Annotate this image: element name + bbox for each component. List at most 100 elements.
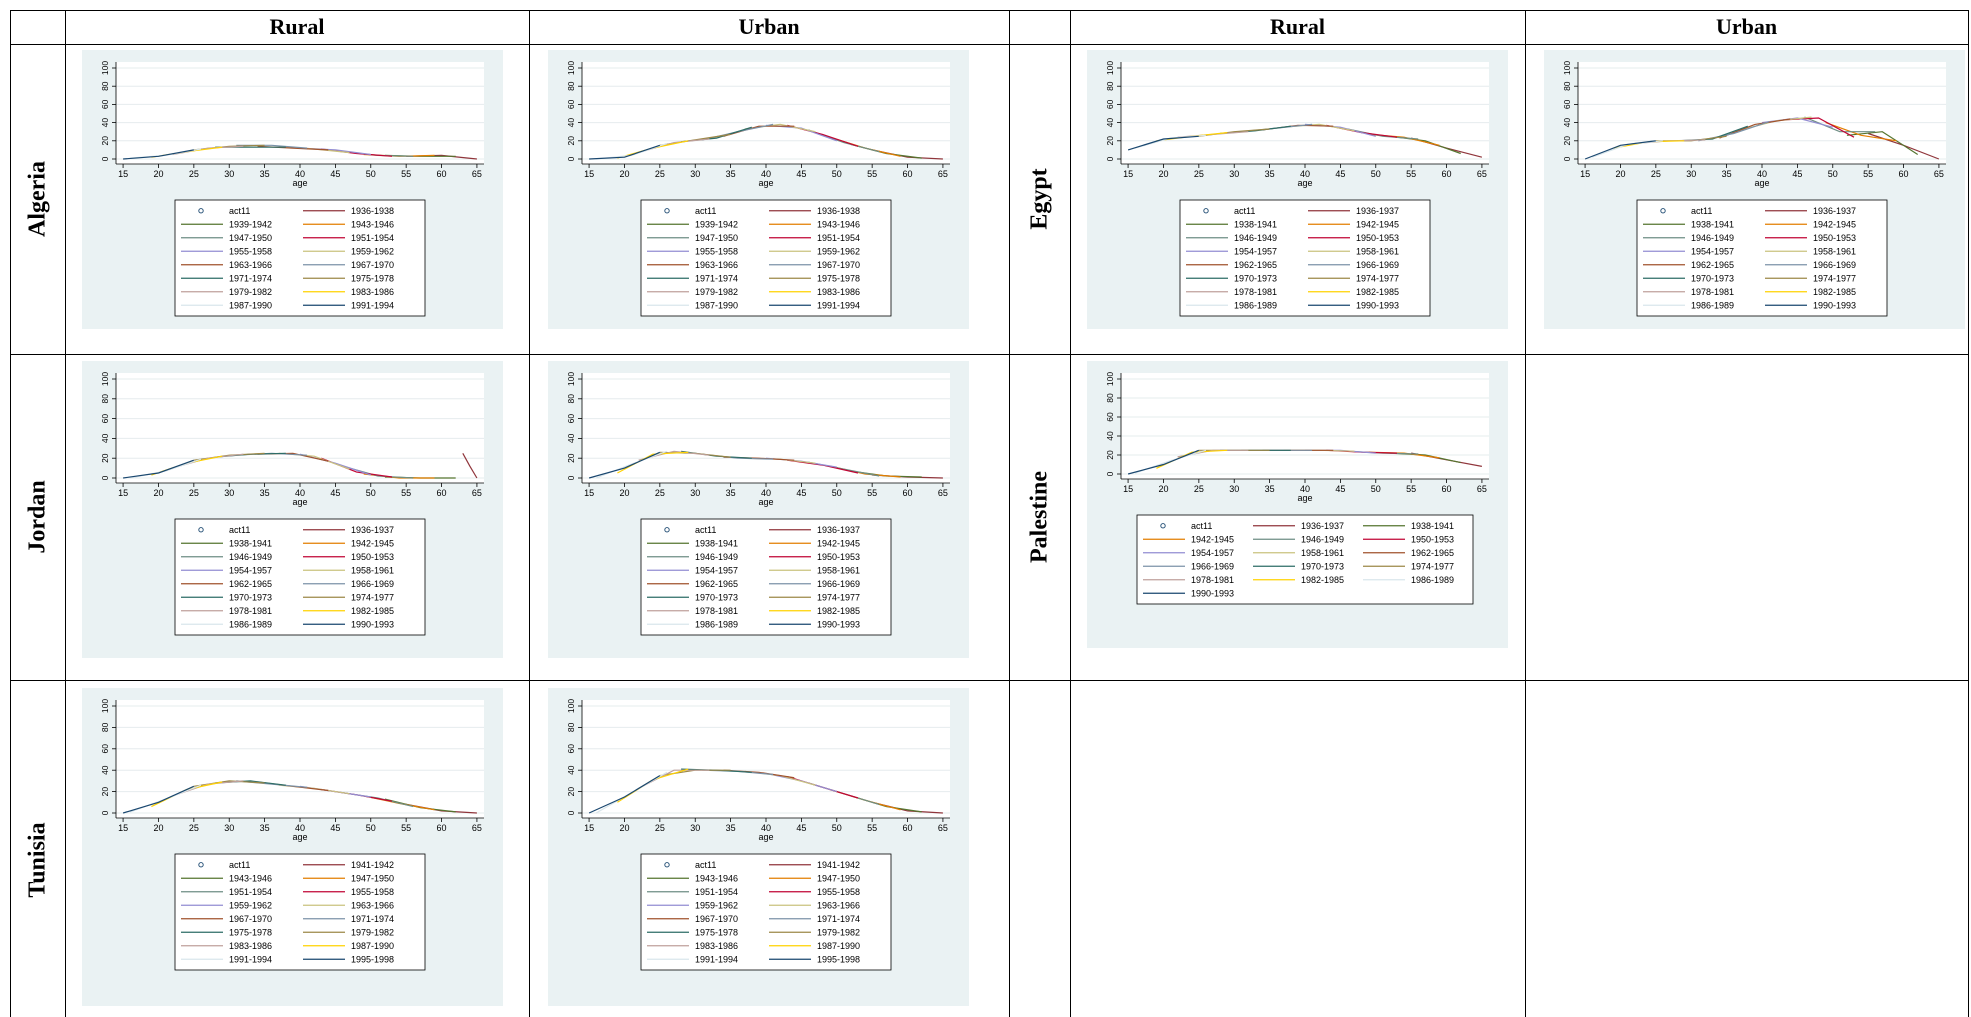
legend-label: 1950-1953 [1813, 233, 1856, 243]
series-line [588, 775, 661, 814]
x-tick-label: 50 [366, 169, 376, 179]
y-tick-label: 100 [1105, 372, 1115, 386]
legend-label: act11 [229, 525, 250, 535]
x-axis-title: age [1754, 178, 1769, 188]
legend-label: 1936-1937 [817, 525, 860, 535]
series-line [589, 144, 660, 160]
chart: 0 20 40 60 80 100 15 20 25 30 35 40 45 50 55 60 65 age act… [82, 688, 503, 1006]
x-axis-title: age [1297, 493, 1312, 503]
legend-box [640, 518, 892, 636]
x-tick-label: 60 [437, 488, 447, 498]
x-tick-label: 25 [189, 823, 199, 833]
legend-label: 1975-1978 [351, 273, 394, 283]
x-tick-label: 45 [1792, 169, 1802, 179]
series-line [588, 451, 661, 479]
legend-label: 1942-1945 [1813, 219, 1856, 229]
row-label: Palestine [1026, 471, 1053, 563]
plot-area [116, 700, 484, 818]
legend-label: 1942-1945 [817, 538, 860, 548]
legend-label: act11 [1234, 206, 1255, 216]
legend-label: act11 [229, 860, 250, 870]
series-line [1127, 449, 1200, 475]
legend-label: 1982-1985 [1813, 287, 1856, 297]
legend-label: 1995-1998 [351, 954, 394, 964]
chart: 0 20 40 60 80 100 15 20 25 30 35 40 45 50 55 60 65 age act… [82, 361, 503, 658]
x-tick-label: 40 [761, 488, 771, 498]
x-axis-title: age [292, 178, 307, 188]
x-tick-label: 20 [1158, 169, 1168, 179]
legend-label: 1966-1969 [351, 579, 394, 589]
row-label: Algeria [24, 161, 51, 237]
x-tick-label: 35 [1265, 169, 1275, 179]
x-tick-label: 20 [1158, 484, 1168, 494]
legend-label: 1941-1942 [817, 860, 860, 870]
y-tick-label: 40 [100, 118, 110, 128]
legend-label: 1978-1981 [1234, 287, 1277, 297]
legend-label: 1962-1965 [1234, 260, 1277, 270]
x-tick-label: 60 [903, 823, 913, 833]
x-tick-label: 25 [1194, 484, 1204, 494]
x-tick-label: 25 [189, 169, 199, 179]
legend-label: 1958-1961 [1301, 548, 1344, 558]
legend-label: 1975-1978 [817, 273, 860, 283]
series-line [595, 450, 668, 479]
legend-box [174, 853, 426, 971]
x-tick-label: 35 [1722, 169, 1732, 179]
legend-label: 1986-1989 [1411, 575, 1454, 585]
legend-label: 1962-1965 [695, 579, 738, 589]
legend-label: 1955-1958 [229, 246, 272, 256]
legend-label: 1942-1945 [1356, 219, 1399, 229]
legend-marker [198, 208, 204, 214]
table-border [65, 10, 66, 1017]
x-axis-title: age [758, 832, 773, 842]
legend-box [1136, 514, 1474, 605]
legend-label: 1936-1937 [1813, 206, 1856, 216]
legend-box [1179, 199, 1431, 317]
legend-marker [1660, 208, 1666, 214]
table-border [10, 10, 11, 1017]
y-tick-label: 100 [566, 699, 576, 713]
legend-label: 1958-1961 [817, 565, 860, 575]
legend-label: act11 [695, 525, 716, 535]
legend-label: 1955-1958 [351, 887, 394, 897]
legend-label: 1979-1982 [351, 927, 394, 937]
x-tick-label: 30 [1686, 169, 1696, 179]
y-tick-label: 20 [566, 453, 576, 463]
y-tick-label: 80 [1105, 393, 1115, 403]
y-tick-label: 100 [100, 61, 110, 75]
x-tick-label: 60 [1442, 169, 1452, 179]
legend-label: 1990-1993 [1191, 588, 1234, 598]
plot-area [582, 62, 950, 164]
series-line [462, 453, 478, 479]
x-tick-label: 50 [1371, 169, 1381, 179]
series-line [723, 125, 795, 137]
y-tick-label: 60 [566, 99, 576, 109]
y-tick-label: 0 [1105, 156, 1115, 161]
x-tick-label: 35 [726, 488, 736, 498]
y-tick-label: 80 [100, 81, 110, 91]
x-axis-title: age [292, 497, 307, 507]
x-tick-label: 20 [153, 823, 163, 833]
legend-label: 1950-1953 [351, 552, 394, 562]
y-tick-label: 80 [100, 722, 110, 732]
legend-label: 1946-1949 [695, 552, 738, 562]
legend-label: 1986-1989 [1234, 300, 1277, 310]
x-tick-label: 20 [1615, 169, 1625, 179]
legend-label: 1991-1994 [229, 954, 272, 964]
column-header: Rural [269, 14, 325, 39]
x-tick-label: 40 [1300, 484, 1310, 494]
legend-marker [198, 527, 204, 533]
table-border [1070, 10, 1071, 1017]
legend-label: 1990-1993 [1356, 300, 1399, 310]
x-tick-label: 65 [472, 823, 482, 833]
x-tick-label: 55 [1406, 169, 1416, 179]
x-tick-label: 20 [619, 823, 629, 833]
x-axis-title: age [292, 832, 307, 842]
legend-label: 1986-1989 [229, 619, 272, 629]
x-tick-label: 60 [437, 823, 447, 833]
legend-label: 1982-1985 [351, 606, 394, 616]
x-tick-label: 65 [472, 169, 482, 179]
x-tick-label: 65 [938, 823, 948, 833]
legend-label: 1971-1974 [229, 273, 272, 283]
y-tick-label: 20 [1562, 136, 1572, 146]
